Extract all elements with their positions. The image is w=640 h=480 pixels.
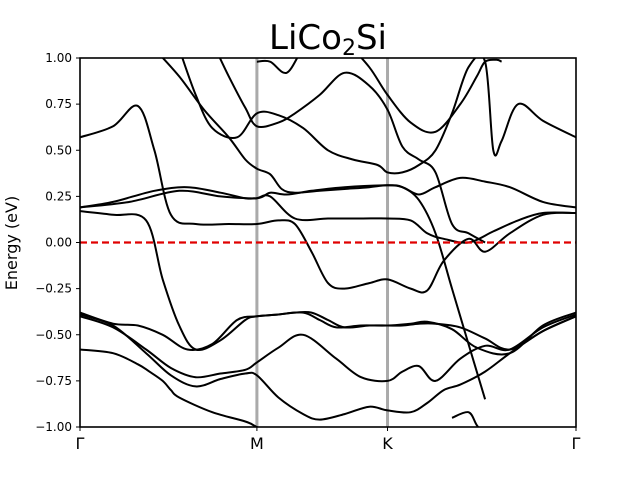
band-6 [80, 186, 576, 244]
y-axis-label: Energy (eV) [2, 196, 21, 290]
y-tick-label: 1.00 [45, 51, 72, 65]
band-0 [80, 348, 260, 427]
y-tick-label: 0.00 [45, 236, 72, 250]
band-12 [360, 58, 503, 134]
y-tick-label: 0.50 [45, 143, 72, 157]
y-tick-label: −0.75 [35, 374, 72, 388]
chart-title: LiCo2Si [269, 18, 387, 61]
kpoint-label: K [382, 434, 393, 453]
band-9 [181, 58, 576, 175]
band-5 [80, 104, 576, 294]
kpoint-label: Γ [76, 434, 85, 453]
y-tick-label: 0.25 [45, 189, 72, 203]
y-tick-label: −0.50 [35, 328, 72, 342]
kpoint-label: Γ [572, 434, 581, 453]
y-ticks: −1.00 −0.75 −0.50 −0.25 0.00 0.25 0.50 0.75 1.00 [35, 51, 80, 434]
y-tick-label: −1.00 [35, 420, 72, 434]
y-tick-label: −0.25 [35, 282, 72, 296]
band-7 [80, 176, 576, 209]
y-tick-label: 0.75 [45, 97, 72, 111]
band-13 [451, 411, 480, 427]
band-10 [218, 58, 486, 244]
band-4 [80, 210, 576, 352]
band-lines [80, 58, 576, 427]
band-1 [80, 313, 576, 421]
kpoint-label: M [250, 434, 264, 453]
band-11 [256, 58, 299, 74]
